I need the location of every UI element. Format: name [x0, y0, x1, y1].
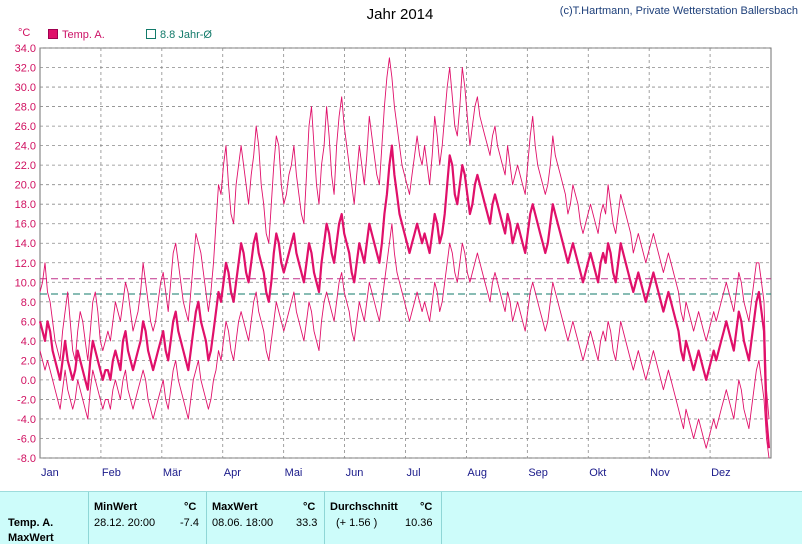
y-tick-label: 28.0 — [15, 102, 36, 114]
y-tick-label: 26.0 — [15, 121, 36, 133]
y-axis-unit: °C — [18, 27, 31, 39]
x-tick-label: Nov — [650, 467, 670, 479]
y-tick-label: 30.0 — [15, 82, 36, 94]
series-line-daily-mean — [38, 144, 771, 449]
min-unit: °C — [184, 501, 197, 513]
y-tick-label: 20.0 — [15, 180, 36, 192]
avg-delta: (+ 1.56 ) — [336, 517, 378, 529]
y-tick-label: 12.0 — [15, 258, 36, 270]
legend-label-average: 8.8 Jahr-Ø — [160, 29, 212, 41]
y-tick-label: 22.0 — [15, 160, 36, 172]
row-label-temp: Temp. A. — [8, 517, 54, 529]
x-tick-label: Sep — [528, 467, 548, 479]
legend-swatch-average — [146, 29, 156, 39]
y-tick-label: 0.0 — [21, 375, 36, 387]
x-tick-label: Mär — [163, 467, 182, 479]
min-value: -7.4 — [180, 517, 199, 529]
legend-label-temp: Temp. A. — [62, 29, 105, 41]
table-separator — [88, 492, 89, 544]
chart-title: Jahr 2014 — [366, 6, 434, 23]
x-tick-label: Apr — [224, 467, 241, 479]
max-time: 08.06. 18:00 — [212, 517, 274, 529]
min-time: 28.12. 20:00 — [94, 517, 156, 529]
table-separator — [324, 492, 325, 544]
y-tick-label: -2.0 — [17, 394, 36, 406]
series-line-daily-min — [39, 223, 770, 459]
avg-unit: °C — [420, 501, 433, 513]
table-separator — [206, 492, 207, 544]
temperature-chart: 34.0 32.0 30.0 28.0 26.0 24.0 22.0 20.0 18.0 16.0… — [15, 43, 772, 479]
x-tick-label: Mai — [285, 467, 303, 479]
summary-table: Temp. A. MaxWert MinWert °C 28.12. 20:00… — [0, 491, 802, 544]
y-tick-label: 24.0 — [15, 141, 36, 153]
y-tick-label: 10.0 — [15, 277, 36, 289]
table-separator — [441, 492, 442, 544]
legend-swatch-temp — [48, 29, 58, 39]
y-tick-label: -6.0 — [17, 433, 36, 445]
x-tick-label: Feb — [102, 467, 121, 479]
y-tick-label: 14.0 — [15, 238, 36, 250]
credit-text: (c)T.Hartmann, Private Wetterstation Bal… — [559, 5, 798, 17]
min-header: MinWert — [94, 501, 138, 513]
x-tick-label: Jan — [41, 467, 59, 479]
legend-item-temp[interactable]: Temp. A. — [48, 29, 105, 41]
legend-item-average[interactable]: 8.8 Jahr-Ø — [146, 29, 212, 41]
max-value: 33.3 — [296, 517, 318, 529]
x-tick-label: Jun — [346, 467, 364, 479]
avg-header: Durchschnitt — [330, 501, 398, 513]
x-tick-label: Dez — [711, 467, 731, 479]
y-tick-label: 16.0 — [15, 219, 36, 231]
y-tick-label: -4.0 — [17, 414, 36, 426]
y-tick-label: 34.0 — [15, 43, 36, 55]
y-tick-label: 18.0 — [15, 199, 36, 211]
y-tick-label: 6.0 — [21, 316, 36, 328]
y-tick-label: 4.0 — [21, 336, 36, 348]
avg-value: 10.36 — [405, 517, 433, 529]
y-tick-label: 2.0 — [21, 355, 36, 367]
x-tick-label: Jul — [407, 467, 421, 479]
max-unit: °C — [303, 501, 316, 513]
row-label-maxwert: MaxWert — [8, 532, 54, 544]
series-line-daily-max — [39, 57, 770, 420]
x-tick-label: Okt — [589, 467, 606, 479]
y-tick-label: -8.0 — [17, 453, 36, 465]
max-header: MaxWert — [212, 501, 258, 513]
x-tick-label: Aug — [467, 467, 487, 479]
y-tick-label: 8.0 — [21, 297, 36, 309]
y-tick-label: 32.0 — [15, 63, 36, 75]
